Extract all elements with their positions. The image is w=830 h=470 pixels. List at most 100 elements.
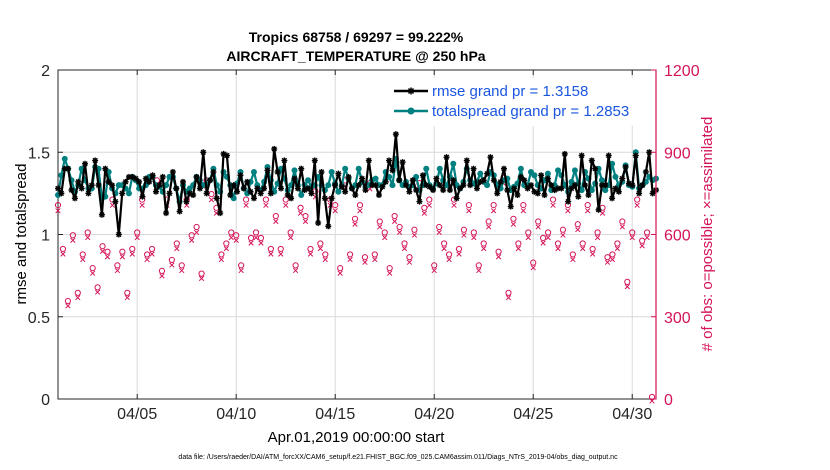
rmse-point xyxy=(521,177,528,184)
y-left-tick-label: 0 xyxy=(41,392,50,409)
rmse-point xyxy=(595,206,602,213)
obs-possible-point xyxy=(124,289,131,296)
rmse-point-stroke xyxy=(389,167,396,174)
obs-possible-point xyxy=(356,201,364,209)
rmse-point-stroke xyxy=(352,192,359,198)
obs-assimilated-point xyxy=(357,208,363,214)
obs-assimilated-point xyxy=(292,267,299,274)
obs-possible-point xyxy=(431,262,438,269)
rmse-point-stroke xyxy=(197,185,203,192)
rmse-point-stroke xyxy=(258,190,264,197)
obs-assimilated-stroke xyxy=(535,224,541,230)
obs-possible-point xyxy=(411,226,418,233)
rmse-point-stroke xyxy=(237,172,244,178)
rmse-point-stroke xyxy=(224,152,230,159)
obs-possible-point xyxy=(54,201,62,209)
rmse-point xyxy=(156,182,163,189)
obs-assimilated-point xyxy=(490,208,497,214)
obs-assimilated-stroke xyxy=(174,245,180,252)
obs-assimilated-point xyxy=(525,234,531,241)
obs-possible-point xyxy=(351,215,359,222)
obs-assimilated-point xyxy=(243,202,249,208)
obs-assimilated-point xyxy=(436,229,442,236)
obs-assimilated-stroke xyxy=(461,232,467,238)
rmse-point xyxy=(588,157,595,164)
obs-possible-point xyxy=(64,297,72,305)
spread-point xyxy=(125,190,132,197)
obs-assimilated-stroke xyxy=(149,251,155,257)
obs-possible-point xyxy=(129,245,136,253)
obs-assimilated-point xyxy=(189,237,195,243)
rmse-point-stroke xyxy=(562,151,568,157)
rmse-point xyxy=(359,175,366,182)
spread-point xyxy=(612,173,619,180)
obs-assimilated-point xyxy=(550,202,556,208)
rmse-point-stroke xyxy=(210,169,217,175)
obs-assimilated-point xyxy=(179,267,185,274)
obs-assimilated-stroke xyxy=(451,202,457,208)
rmse-point xyxy=(436,182,443,189)
rmse-point xyxy=(176,208,183,215)
rmse-point xyxy=(463,157,470,164)
obs-possible-point xyxy=(609,251,616,258)
obs-assimilated-stroke xyxy=(85,234,91,241)
obs-assimilated-point xyxy=(268,251,274,257)
obs-possible-point xyxy=(495,248,502,255)
rmse-point xyxy=(78,185,85,192)
obs-assimilated-stroke xyxy=(634,202,640,208)
rmse-point-stroke xyxy=(511,185,517,192)
rmse-point-stroke xyxy=(453,195,460,202)
spread-point xyxy=(305,177,312,184)
obs-possible-point xyxy=(59,245,67,253)
obs-assimilated-stroke xyxy=(114,267,121,274)
rmse-point-stroke xyxy=(55,185,61,192)
rmse-point xyxy=(605,152,612,159)
chart-subtitle: AIRCRAFT_TEMPERATURE @ 250 hPa xyxy=(226,48,485,64)
y-right-axis-ticks: 0 300 600 900 1200 xyxy=(651,63,700,409)
rmse-point xyxy=(254,185,261,192)
obs-assimilated-stroke xyxy=(594,234,601,241)
rmse-point-stroke xyxy=(85,190,92,197)
obs-assimilated-point xyxy=(560,232,566,238)
obs-assimilated-point xyxy=(391,218,398,225)
rmse-point-stroke xyxy=(504,187,511,193)
rmse-point-stroke xyxy=(328,195,335,202)
rmse-point xyxy=(416,198,423,205)
rmse-point-stroke xyxy=(362,187,369,193)
obs-assimilated-point xyxy=(585,208,591,214)
obs-possible-point xyxy=(594,229,601,236)
obs-assimilated-point xyxy=(114,267,121,274)
rmse-point-stroke xyxy=(612,185,619,192)
rmse-point xyxy=(497,178,504,185)
rmse-point-stroke xyxy=(399,159,406,165)
rmse-point-stroke xyxy=(643,169,649,175)
rmse-point-stroke xyxy=(372,182,379,188)
obs-assimilated-point xyxy=(594,234,601,241)
rmse-point xyxy=(389,167,396,174)
obs-possible-point xyxy=(436,223,443,231)
obs-assimilated-point xyxy=(451,202,457,208)
obs-assimilated-point xyxy=(486,224,492,230)
rmse-point-stroke xyxy=(545,175,551,182)
obs-possible-point xyxy=(490,201,497,209)
rmse-point-stroke xyxy=(626,180,632,187)
obs-assimilated-point xyxy=(644,234,650,241)
rmse-point xyxy=(122,178,129,185)
rmse-point xyxy=(419,172,426,179)
rmse-point xyxy=(291,175,298,182)
rmse-point-stroke xyxy=(622,164,629,170)
obs-assimilated-stroke xyxy=(545,234,551,241)
rmse-point xyxy=(619,175,626,182)
rmse-point xyxy=(480,177,487,184)
rmse-point-stroke xyxy=(68,187,75,193)
spread-point xyxy=(389,182,396,189)
obs-possible-point xyxy=(287,229,294,236)
rmse-point xyxy=(609,195,616,202)
rmse-point-stroke xyxy=(386,157,392,164)
rmse-point xyxy=(173,185,180,192)
obs-possible-point xyxy=(79,251,86,258)
spread-point xyxy=(355,165,362,172)
rmse-point-stroke xyxy=(349,185,355,192)
rmse-point xyxy=(65,165,72,172)
obs-assimilated-point xyxy=(149,251,155,257)
